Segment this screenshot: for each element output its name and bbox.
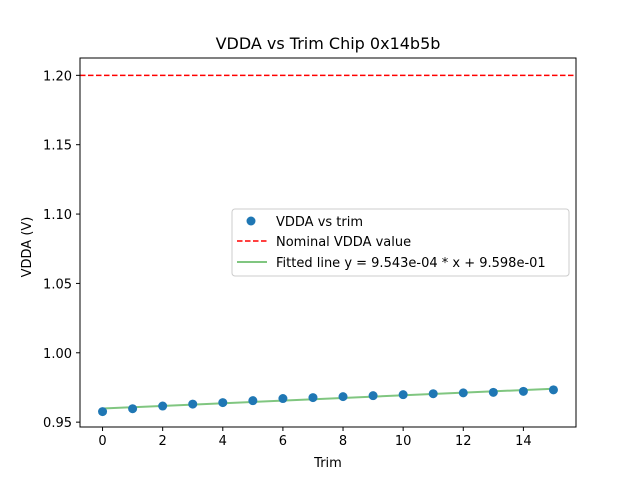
legend-label: Nominal VDDA value	[276, 235, 411, 250]
fitted-line	[102, 387, 554, 410]
legend-marker-scatter	[246, 216, 256, 226]
data-point	[368, 391, 378, 401]
data-point	[98, 407, 108, 417]
chart-title: VDDA vs Trim Chip 0x14b5b	[216, 34, 441, 53]
data-point	[428, 389, 438, 399]
x-tick-label: 4	[219, 434, 227, 449]
y-tick-label: 1.15	[43, 139, 72, 154]
y-tick-label: 1.00	[43, 347, 72, 362]
x-tick-label: 8	[339, 434, 347, 449]
data-point	[398, 390, 408, 400]
data-point	[518, 386, 528, 396]
x-axis: 0 2 4 6 8 10 12 14	[98, 427, 532, 449]
plot-area	[79, 57, 577, 428]
data-point	[308, 393, 318, 403]
data-point	[188, 399, 198, 409]
data-point	[458, 388, 468, 398]
legend-box	[231, 208, 570, 277]
y-tick-label: 1.05	[43, 277, 72, 292]
x-tick-label: 12	[455, 434, 472, 449]
legend: VDDA vs trim Nominal VDDA value Fitted lin…	[231, 208, 570, 277]
data-point	[128, 404, 138, 414]
y-tick-label: 0.95	[43, 416, 72, 431]
data-point	[548, 385, 558, 395]
data-point	[278, 394, 288, 404]
axes-frame	[79, 57, 577, 428]
data-point	[338, 392, 348, 402]
data-point	[218, 398, 228, 408]
x-axis-label: Trim	[313, 456, 342, 471]
legend-label: Fitted line y = 9.543e-04 * x + 9.598e-0…	[276, 256, 546, 271]
x-tick-label: 0	[98, 434, 106, 449]
legend-label: VDDA vs trim	[276, 215, 363, 230]
y-tick-label: 1.10	[43, 208, 72, 223]
data-point	[488, 387, 498, 397]
x-tick-label: 14	[515, 434, 532, 449]
x-tick-label: 6	[279, 434, 287, 449]
y-axis: 0.95 1.00 1.05 1.10 1.15 1.20	[43, 69, 80, 431]
y-tick-label: 1.20	[43, 69, 72, 84]
x-tick-label: 10	[395, 434, 412, 449]
y-axis-label: VDDA (V)	[20, 217, 35, 278]
x-tick-label: 2	[159, 434, 167, 449]
data-point	[248, 396, 258, 406]
data-point	[158, 401, 168, 411]
